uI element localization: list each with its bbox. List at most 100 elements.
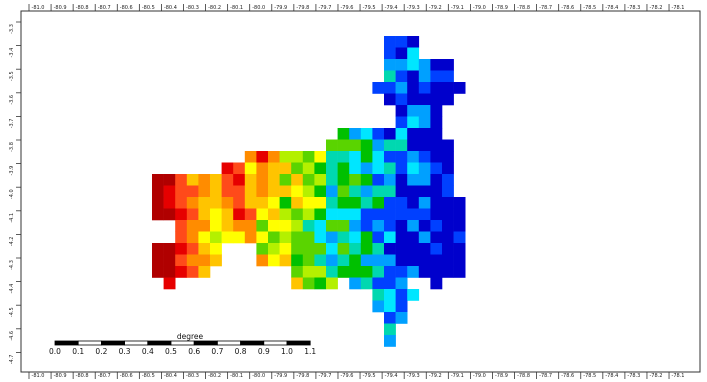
raster-cell bbox=[407, 232, 419, 244]
raster-cell bbox=[164, 197, 176, 209]
raster-cell bbox=[407, 163, 419, 175]
raster-cell bbox=[280, 220, 292, 232]
raster-cell bbox=[326, 243, 338, 255]
scale-bar-segment bbox=[55, 341, 78, 345]
raster-cell bbox=[442, 232, 454, 244]
raster-cell bbox=[396, 48, 408, 60]
bottom-tick-label: -78.3 bbox=[627, 373, 640, 379]
top-tick-label: -80.5 bbox=[142, 5, 155, 11]
raster-cell bbox=[454, 197, 466, 209]
raster-cell bbox=[222, 163, 234, 175]
raster-cell bbox=[245, 163, 257, 175]
raster-cell bbox=[314, 220, 326, 232]
raster-cell bbox=[303, 151, 315, 163]
raster-cell bbox=[198, 174, 210, 186]
raster-cell bbox=[152, 186, 164, 198]
raster-cell bbox=[430, 266, 442, 278]
raster-cell bbox=[268, 186, 280, 198]
raster-cell bbox=[419, 255, 431, 267]
raster-cell bbox=[384, 209, 396, 221]
raster-cell bbox=[361, 232, 373, 244]
raster-cell bbox=[338, 220, 350, 232]
left-tick-label: -4.0 bbox=[9, 189, 15, 199]
raster-cell bbox=[407, 197, 419, 209]
raster-cell bbox=[338, 197, 350, 209]
scale-bar-segment bbox=[101, 341, 124, 345]
raster-cell bbox=[152, 243, 164, 255]
raster-cell bbox=[430, 163, 442, 175]
raster-cell bbox=[291, 243, 303, 255]
raster-cell bbox=[372, 209, 384, 221]
raster-cell bbox=[372, 186, 384, 198]
bottom-tick-label: -81.0 bbox=[32, 373, 45, 379]
raster-cell bbox=[338, 151, 350, 163]
raster-cell bbox=[291, 278, 303, 290]
raster-cell bbox=[222, 232, 234, 244]
raster-cell bbox=[326, 186, 338, 198]
raster-cell bbox=[384, 266, 396, 278]
raster-cell bbox=[198, 186, 210, 198]
raster-cell bbox=[291, 209, 303, 221]
raster-cell bbox=[442, 266, 454, 278]
raster-cell bbox=[419, 266, 431, 278]
raster-cell bbox=[326, 232, 338, 244]
raster-cell bbox=[245, 220, 257, 232]
raster-cell bbox=[419, 59, 431, 71]
raster-cell bbox=[198, 255, 210, 267]
raster-cell bbox=[245, 232, 257, 244]
raster-cell bbox=[454, 243, 466, 255]
raster-cell bbox=[361, 243, 373, 255]
raster-cell bbox=[430, 255, 442, 267]
raster-cell bbox=[442, 174, 454, 186]
raster-cell bbox=[268, 151, 280, 163]
scale-bar-segment bbox=[194, 341, 217, 345]
raster-cell bbox=[384, 220, 396, 232]
raster-cell bbox=[384, 59, 396, 71]
raster-cell bbox=[291, 163, 303, 175]
raster-cell bbox=[442, 197, 454, 209]
bottom-tick-label: -80.6 bbox=[120, 373, 133, 379]
raster-cell bbox=[280, 197, 292, 209]
raster-cell bbox=[326, 209, 338, 221]
raster-cell bbox=[187, 255, 199, 267]
bottom-tick-label: -80.3 bbox=[186, 373, 199, 379]
top-tick-label: -78.3 bbox=[627, 5, 640, 11]
raster-cell bbox=[222, 220, 234, 232]
raster-cell bbox=[384, 71, 396, 83]
raster-cell bbox=[349, 140, 361, 152]
raster-cell bbox=[303, 220, 315, 232]
raster-cell bbox=[419, 209, 431, 221]
raster-cell bbox=[349, 255, 361, 267]
scale-bar-label: 1.0 bbox=[281, 347, 293, 356]
raster-cell bbox=[187, 220, 199, 232]
scale-bar-segment bbox=[264, 341, 287, 345]
raster-cell bbox=[384, 301, 396, 313]
raster-cell bbox=[384, 174, 396, 186]
raster-cell bbox=[326, 140, 338, 152]
raster-cell bbox=[430, 232, 442, 244]
raster-cell bbox=[419, 94, 431, 106]
raster-cell bbox=[291, 151, 303, 163]
bottom-tick-label: -79.4 bbox=[385, 373, 398, 379]
raster-cell bbox=[407, 82, 419, 94]
bottom-tick-label: -79.0 bbox=[473, 373, 486, 379]
raster-cell bbox=[349, 278, 361, 290]
raster-cell bbox=[175, 209, 187, 221]
scale-bar-segment bbox=[171, 341, 194, 345]
raster-cell bbox=[210, 220, 222, 232]
raster-cell bbox=[396, 36, 408, 48]
raster-cell bbox=[396, 82, 408, 94]
bottom-tick-label: -80.8 bbox=[76, 373, 89, 379]
raster-cell bbox=[407, 94, 419, 106]
raster-cell bbox=[222, 197, 234, 209]
raster-cell bbox=[338, 266, 350, 278]
raster-cell bbox=[164, 243, 176, 255]
top-tick-label: -80.2 bbox=[208, 5, 221, 11]
raster-cell bbox=[407, 174, 419, 186]
bottom-tick-label: -79.2 bbox=[429, 373, 442, 379]
raster-cell bbox=[396, 174, 408, 186]
raster-cell bbox=[245, 209, 257, 221]
bottom-tick-label: -78.6 bbox=[561, 373, 574, 379]
raster-cell bbox=[349, 151, 361, 163]
left-tick-label: -4.6 bbox=[9, 331, 15, 341]
